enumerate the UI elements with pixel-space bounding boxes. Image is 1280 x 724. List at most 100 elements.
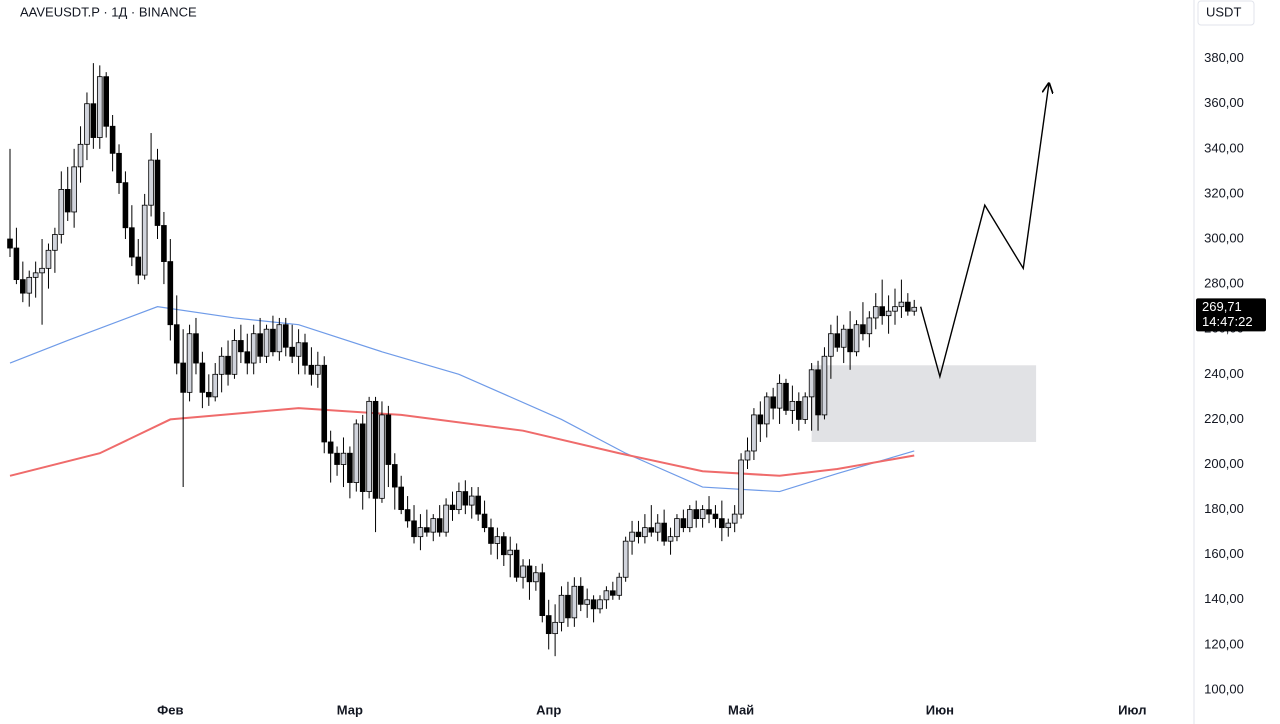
candle-body — [590, 599, 597, 610]
candle-body — [488, 527, 494, 544]
candle-body — [513, 549, 520, 578]
candle-body — [327, 441, 334, 454]
candle-body — [770, 396, 776, 409]
candle-body — [622, 540, 629, 578]
currency: USDT — [1206, 4, 1241, 19]
candle-body — [77, 143, 84, 168]
candle-body — [539, 572, 546, 616]
candle-body — [334, 452, 340, 465]
candle-body — [154, 159, 161, 226]
candle-body — [206, 391, 212, 398]
candle-body — [385, 414, 392, 465]
candle-body — [911, 306, 918, 312]
candle-body — [122, 182, 129, 229]
candle-body — [686, 509, 693, 529]
candle-body — [847, 328, 853, 353]
candle-body — [610, 590, 616, 596]
candle-body — [462, 491, 469, 506]
moving-average — [9, 407, 915, 477]
candle-body — [763, 396, 770, 425]
candle-body — [135, 256, 142, 276]
candle-body — [558, 594, 565, 623]
candle-body — [892, 306, 898, 312]
x-tick-label: Фев — [157, 702, 183, 717]
moving-average — [9, 306, 915, 493]
candle-body — [635, 531, 642, 538]
candle-body — [552, 621, 558, 635]
candle-body — [853, 324, 860, 353]
candle-body — [866, 317, 873, 335]
candle-body — [64, 189, 71, 213]
x-tick-label: Май — [728, 702, 754, 717]
candle-body — [257, 333, 263, 357]
candle-body — [321, 364, 328, 443]
candle-body — [295, 342, 302, 357]
candle-body — [436, 518, 443, 533]
x-tick-label: Июл — [1118, 702, 1146, 717]
candle-body — [276, 324, 283, 353]
candle-body — [712, 513, 719, 520]
y-tick-label: 100,00 — [1204, 681, 1244, 696]
candle-body — [13, 247, 20, 281]
candle-body — [699, 509, 706, 520]
y-tick-label: 160,00 — [1204, 546, 1244, 561]
candle-body — [359, 423, 366, 492]
candle-body — [456, 491, 462, 511]
candle-body — [603, 590, 610, 601]
y-tick-label: 240,00 — [1204, 366, 1244, 381]
candle-body — [481, 513, 488, 529]
candle-body — [391, 464, 398, 488]
candle-body — [571, 585, 578, 619]
candle-body — [597, 599, 603, 610]
candle-body — [776, 382, 783, 409]
candle-body — [872, 306, 879, 319]
candle-body — [282, 324, 289, 348]
candle-body — [20, 279, 26, 294]
candle-body — [654, 522, 661, 533]
candle-body — [731, 513, 738, 524]
candle-body — [706, 509, 712, 515]
price-tag-countdown: 14:47:22 — [1202, 314, 1253, 329]
candle-body — [32, 272, 39, 278]
candle-body — [129, 227, 135, 258]
candle-body — [225, 355, 231, 375]
candle-body — [667, 536, 674, 542]
candle-body — [533, 572, 539, 583]
candle-body — [379, 414, 385, 499]
candle-body — [109, 125, 116, 154]
candle-body — [366, 400, 372, 492]
candle-body — [263, 328, 270, 357]
candle-body — [199, 362, 206, 393]
candle-body — [475, 495, 481, 515]
candle-body — [815, 369, 821, 416]
candle-body — [84, 103, 90, 145]
x-tick-label: Мар — [337, 702, 363, 717]
y-tick-label: 360,00 — [1204, 95, 1244, 110]
price-tag-value: 269,71 — [1202, 299, 1242, 314]
candle-body — [193, 333, 199, 364]
candle-body — [45, 249, 52, 269]
candle-body — [308, 364, 315, 375]
y-tick-label: 200,00 — [1204, 456, 1244, 471]
candle-body — [116, 152, 122, 184]
candle-body — [212, 373, 219, 398]
candle-body — [302, 342, 308, 366]
candle-body — [860, 324, 866, 335]
candle-body — [738, 459, 744, 515]
candle-body — [173, 324, 180, 364]
candle-body — [270, 328, 276, 353]
candle-body — [353, 423, 360, 483]
candle-body — [161, 225, 167, 262]
candle-body — [693, 509, 699, 520]
candle-body — [26, 276, 33, 294]
zone — [811, 365, 1037, 442]
y-tick-label: 340,00 — [1204, 140, 1244, 155]
candle-body — [744, 450, 751, 461]
candle-body — [39, 267, 45, 274]
candle-body — [90, 103, 97, 138]
candle-body — [218, 355, 225, 375]
y-tick-label: 180,00 — [1204, 501, 1244, 516]
projection — [919, 83, 1049, 380]
candle-body — [398, 486, 404, 511]
